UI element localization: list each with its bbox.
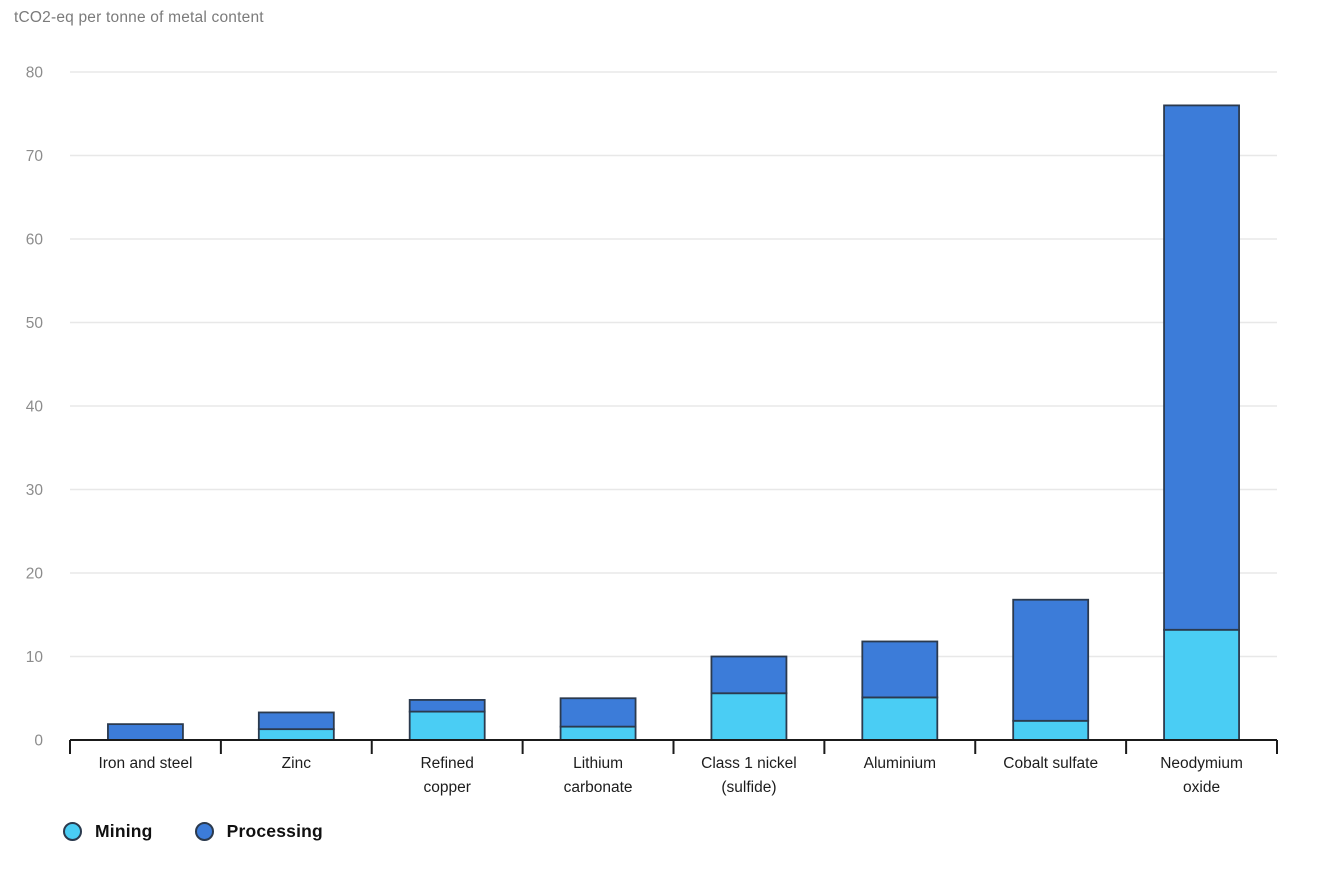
bar-segment-mining-6: [1012, 719, 1090, 741]
bar-segment-processing-0: [107, 723, 184, 741]
bar-segment-mining-4: [710, 692, 788, 741]
legend-item-processing: Processing: [194, 821, 323, 842]
category-label-1: Zinc: [282, 755, 312, 772]
y-tick-label-80: 80: [26, 65, 44, 82]
category-label-0: Iron and steel: [98, 755, 192, 772]
category-label-6: Cobalt sulfate: [1003, 755, 1098, 772]
bar-segment-mining-7: [1163, 628, 1240, 741]
category-label-4: Class 1 nickel (sulfide): [701, 755, 797, 796]
category-label-3: Lithium carbonate: [564, 755, 633, 796]
y-tick-label-40: 40: [26, 399, 44, 416]
bar-segment-processing-5: [861, 640, 939, 699]
processing-swatch-icon: [194, 822, 214, 841]
bar-segment-processing-2: [408, 699, 486, 713]
bar-segment-mining-1: [257, 728, 335, 741]
category-label-7: Neodymium oxide: [1160, 755, 1243, 796]
bar-segment-processing-1: [257, 711, 335, 731]
category-label-2: Refined copper: [420, 755, 473, 796]
legend-item-mining: Mining: [63, 821, 153, 842]
bar-segment-processing-7: [1163, 104, 1240, 631]
bar-segment-mining-2: [408, 710, 486, 741]
mining-swatch-icon: [63, 822, 82, 841]
category-label-5: Aluminium: [864, 755, 936, 772]
bar-segment-processing-3: [559, 697, 637, 728]
legend-label-mining: Mining: [95, 821, 153, 841]
stacked-bar-chart: 0 10 20 30 40 50 60 70 80 Iron and steel Zinc Refin…: [26, 65, 1278, 796]
legend: Mining Processing: [63, 821, 323, 842]
y-tick-label-30: 30: [26, 482, 44, 499]
bar-segment-processing-6: [1012, 598, 1090, 722]
y-tick-label-50: 50: [26, 315, 44, 332]
legend-label-processing: Processing: [226, 821, 323, 841]
bar-segment-mining-5: [861, 696, 939, 741]
y-axis-unit-title: tCO2-eq per tonne of metal content: [14, 9, 264, 26]
bar-segment-processing-4: [710, 655, 788, 695]
y-tick-label-70: 70: [26, 148, 44, 165]
y-tick-label-20: 20: [26, 566, 44, 583]
bar-segment-mining-3: [559, 725, 637, 741]
y-tick-label-60: 60: [26, 232, 44, 249]
y-tick-label-10: 10: [26, 649, 44, 666]
y-tick-label-0: 0: [34, 733, 43, 750]
